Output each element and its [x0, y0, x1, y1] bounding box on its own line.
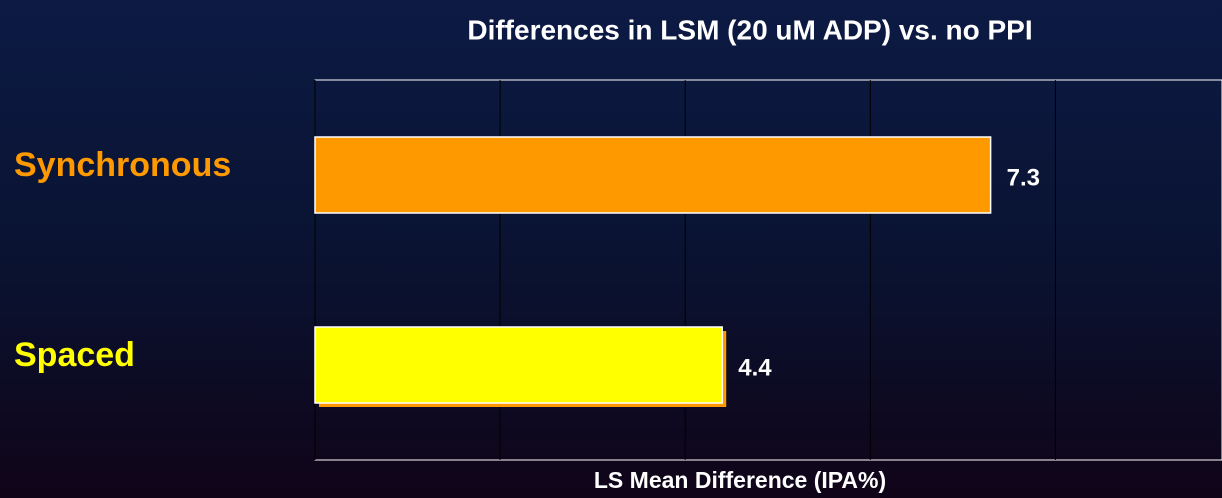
bar	[314, 326, 723, 404]
y-tick-label: Synchronous	[14, 146, 231, 184]
bar	[314, 136, 992, 214]
x-axis-label: LS Mean Difference (IPA%)	[594, 467, 886, 493]
y-tick-label: Spaced	[14, 336, 135, 374]
value-label: 7.3	[1007, 164, 1040, 191]
value-label: 4.4	[738, 354, 772, 381]
chart-title: Differences in LSM (20 uM ADP) vs. no PP…	[467, 14, 1032, 45]
